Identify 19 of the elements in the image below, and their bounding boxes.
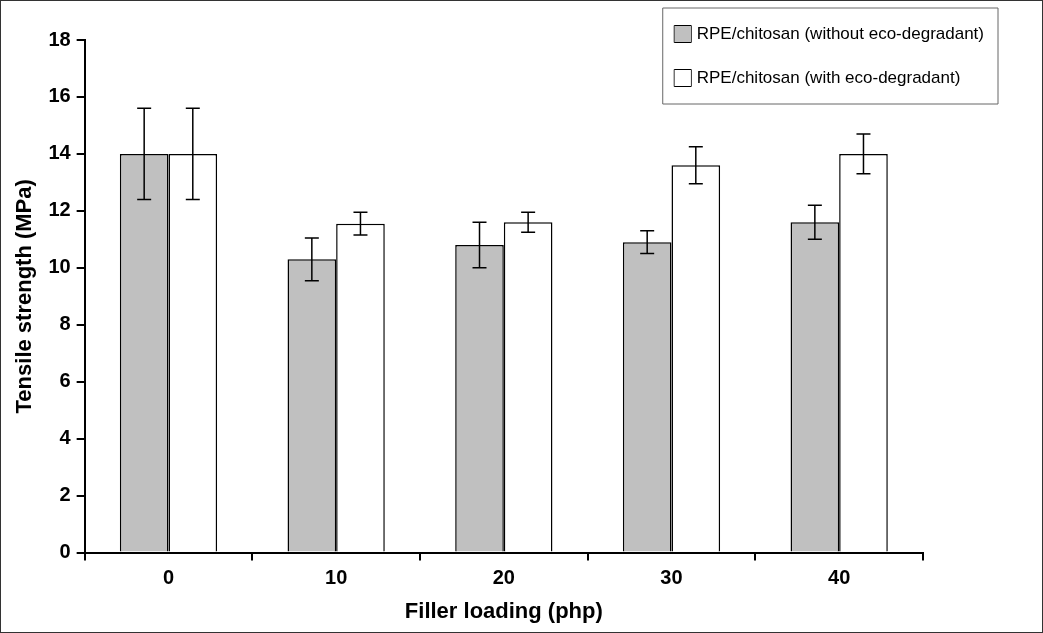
y-tick-label: 4 [59,426,72,449]
legend-label: RPE/chitosan (with eco-degradant) [696,67,961,87]
y-tick-label: 18 [48,27,71,50]
y-tick-label: 6 [59,369,71,392]
x-tick-label: 30 [660,566,683,589]
y-axis-title: Tensile strength (MPa) [11,179,37,414]
x-tick-label: 10 [325,566,348,589]
y-tick-label: 2 [59,483,71,506]
x-tick-label: 40 [828,566,851,589]
legend-label: RPE/chitosan (without eco-degradant) [696,23,984,43]
x-tick-label: 0 [162,566,175,589]
y-tick-label: 16 [48,84,71,107]
x-axis-title: Filler loading (php) [404,597,603,623]
y-tick-label: 14 [48,141,72,164]
y-tick-label: 10 [48,255,71,278]
x-tick-label: 20 [492,566,515,589]
y-tick-label: 8 [59,312,71,335]
y-tick-label: 0 [59,540,71,563]
y-tick-label: 12 [48,198,71,221]
